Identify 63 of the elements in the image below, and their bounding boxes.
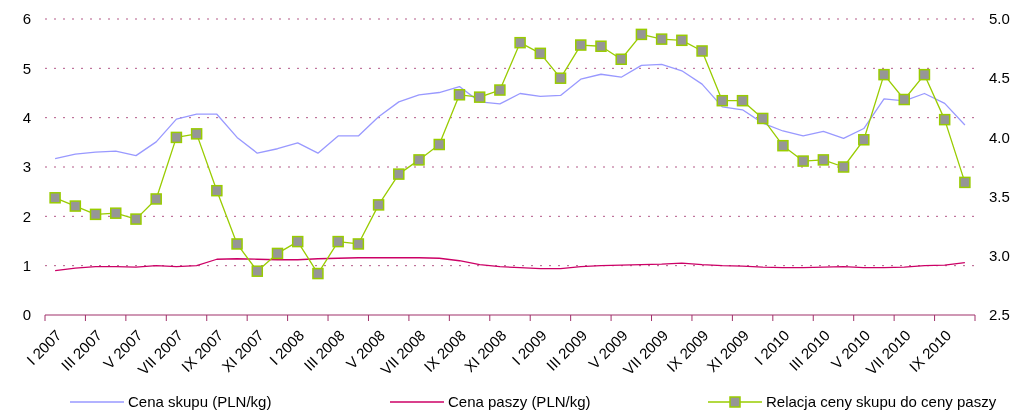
y-tick-label: 4 <box>22 108 31 126</box>
point <box>413 154 425 166</box>
y-tick-label: 3 <box>22 158 31 176</box>
point <box>575 39 587 51</box>
point <box>150 193 162 205</box>
legend-label: Cena paszy (PLN/kg) <box>448 393 591 411</box>
point <box>332 235 344 248</box>
point <box>433 138 445 151</box>
point <box>312 267 324 280</box>
point <box>797 155 809 167</box>
point <box>393 168 405 180</box>
point <box>898 93 910 106</box>
point <box>291 235 304 248</box>
point <box>352 238 365 250</box>
point <box>271 247 284 260</box>
point <box>716 94 729 107</box>
point <box>959 176 971 189</box>
line-series <box>54 63 966 160</box>
point <box>777 139 789 152</box>
point <box>251 265 264 277</box>
point <box>494 84 506 96</box>
point <box>655 33 668 45</box>
point <box>554 72 567 84</box>
point <box>615 53 627 66</box>
y-tick-label: 0 <box>22 306 31 324</box>
point <box>878 68 890 81</box>
point <box>69 200 82 212</box>
y-tick-label: 2 <box>22 207 31 225</box>
point <box>817 154 830 166</box>
point <box>453 89 466 101</box>
y-tick-label: 1 <box>22 256 31 274</box>
point <box>736 94 749 107</box>
point <box>231 238 243 250</box>
point <box>514 36 526 49</box>
point <box>49 192 61 204</box>
point <box>170 131 183 144</box>
y-tick-label: 5 <box>22 59 31 77</box>
y2-tick-label: 4.0 <box>989 128 1010 146</box>
point <box>190 128 203 140</box>
point <box>595 40 607 52</box>
point <box>676 34 688 47</box>
point <box>110 207 122 219</box>
y2-tick-label: 5.0 <box>989 10 1010 28</box>
point <box>938 113 951 126</box>
point <box>473 91 486 103</box>
legend-label: Cena skupu (PLN/kg) <box>128 393 272 411</box>
y2-tick-label: 3.0 <box>989 247 1010 265</box>
y-tick-label: 6 <box>22 10 31 28</box>
y2-tick-label: 3.5 <box>989 187 1010 205</box>
point <box>372 199 385 211</box>
point <box>211 184 223 197</box>
point <box>858 134 870 146</box>
point <box>918 68 931 81</box>
point <box>635 28 648 41</box>
legend-label: Relacja ceny skupu do ceny paszy <box>766 393 997 411</box>
y2-tick-label: 2.5 <box>989 306 1010 324</box>
point <box>837 161 850 173</box>
point <box>130 213 142 225</box>
y2-tick-label: 4.5 <box>989 69 1010 87</box>
point <box>756 112 769 125</box>
point <box>534 47 547 60</box>
point <box>696 45 708 57</box>
point <box>89 208 102 221</box>
